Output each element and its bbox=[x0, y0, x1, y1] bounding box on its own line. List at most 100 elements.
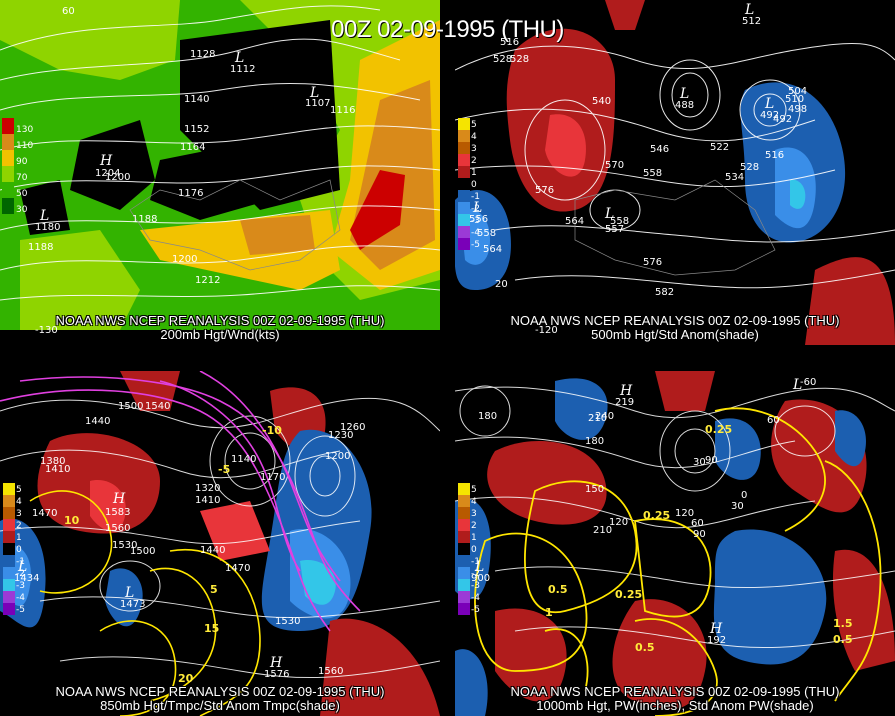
high-center: H bbox=[709, 621, 723, 637]
map-200mb: 1128 1140 1152 1164 1176 1188 1200 1212 … bbox=[0, 0, 440, 345]
pw-contour-label: 0.5 bbox=[635, 641, 655, 654]
contour-label: 1152 bbox=[184, 124, 209, 135]
low-center-value: 557 bbox=[605, 224, 624, 235]
panel-200mb: 1128 1140 1152 1164 1176 1188 1200 1212 … bbox=[0, 0, 440, 345]
low-center-value: 488 bbox=[675, 100, 694, 111]
contour-label: 1500 bbox=[118, 401, 143, 412]
contour-label: 1200 bbox=[325, 451, 350, 462]
contour-label: 90 bbox=[705, 455, 718, 466]
contour-label: 1230 bbox=[328, 430, 353, 441]
contour-label: 1164 bbox=[180, 142, 205, 153]
contour-label: 540 bbox=[592, 96, 611, 107]
panel-source-caption: NOAA NWS NCEP REANALYSIS 00Z 02-09-1995 … bbox=[55, 684, 385, 699]
contour-label: 1320 bbox=[195, 483, 220, 494]
colorbar-label: 1 bbox=[471, 168, 477, 178]
colorbar-850mb bbox=[3, 483, 15, 615]
panel-source-caption: NOAA NWS NCEP REANALYSIS 00Z 02-09-1995 … bbox=[510, 313, 840, 328]
colorbar-label: 3 bbox=[471, 144, 477, 154]
contour-label: 492 bbox=[773, 114, 792, 125]
colorbar-label: 4 bbox=[471, 497, 477, 507]
colorbar-label: 3 bbox=[471, 509, 477, 519]
colorbar-label: -3 bbox=[471, 581, 480, 591]
contour-label: 1140 bbox=[231, 454, 256, 465]
contour-label: 1530 bbox=[112, 540, 137, 551]
contour-label: 528 bbox=[493, 54, 512, 65]
colorbar-label: 50 bbox=[16, 189, 28, 199]
contour-label: 564 bbox=[483, 244, 502, 255]
contour-label: 516 bbox=[500, 37, 519, 48]
colorbar-label: -5 bbox=[471, 240, 480, 250]
pw-contour-label: 1.5 bbox=[833, 617, 853, 630]
contour-label: 516 bbox=[765, 150, 784, 161]
contour-label: 1260 bbox=[340, 422, 365, 433]
contour-label: 1410 bbox=[195, 495, 220, 506]
contour-label: 120 bbox=[675, 508, 694, 519]
low-center-value: 556 bbox=[469, 214, 488, 225]
contour-label: 528 bbox=[740, 162, 759, 173]
map-850mb: 1500 1540 1440 1380 1410 1470 1530 1500 … bbox=[0, 371, 440, 716]
colorbar-1000mb bbox=[458, 483, 470, 615]
low-center-value: 1112 bbox=[230, 64, 255, 75]
map-500mb: 516 528 528 540 570 576 564 558 546 558 … bbox=[455, 0, 895, 345]
low-center-value: 1180 bbox=[35, 222, 60, 233]
high-center-value: 1204 bbox=[95, 168, 120, 179]
contour-label: 1116 bbox=[330, 105, 355, 116]
high-center-value: 1583 bbox=[105, 507, 130, 518]
low-center-value: 900 bbox=[471, 573, 490, 584]
panel-1000mb: 180 210 240 120 90 60 30 0 150 210 180 1… bbox=[455, 371, 895, 716]
contour-label: 1440 bbox=[200, 545, 225, 556]
colorbar-label: -1 bbox=[471, 557, 480, 567]
high-center-value: 1576 bbox=[264, 669, 289, 680]
colorbar-label: 4 bbox=[471, 132, 477, 142]
low-center: L bbox=[309, 85, 319, 101]
contour-label: 240 bbox=[595, 411, 614, 422]
colorbar-label: 5 bbox=[16, 485, 22, 495]
colorbar-label: -5 bbox=[16, 605, 25, 615]
contour-label: 510 bbox=[785, 94, 804, 105]
panel-field-caption: 1000mb Hgt, PW(inches), Std Anom PW(shad… bbox=[536, 698, 814, 713]
low-center: L bbox=[792, 377, 802, 393]
colorbar-label: -2 bbox=[16, 569, 25, 579]
colorbar-label: 2 bbox=[471, 521, 477, 531]
contour-label: 60 bbox=[691, 518, 704, 529]
contour-label: 1200 bbox=[172, 254, 197, 265]
edge-label: 60 bbox=[62, 6, 75, 17]
colorbar-label: 0 bbox=[471, 545, 477, 555]
colorbar-label: 0 bbox=[471, 180, 477, 190]
contour-label: 1200 bbox=[105, 172, 130, 183]
contour-label: 1212 bbox=[195, 275, 220, 286]
colorbar-label: -4 bbox=[16, 593, 25, 603]
low-center: L bbox=[744, 2, 754, 18]
low-center: L bbox=[604, 206, 614, 222]
colorbar-label: 110 bbox=[16, 141, 34, 151]
main-title: 00Z 02-09-1995 (THU) bbox=[331, 16, 564, 43]
contour-label: 1470 bbox=[32, 508, 57, 519]
colorbar-label: 2 bbox=[16, 521, 22, 531]
contour-label: 546 bbox=[650, 144, 669, 155]
contour-label: 180 bbox=[585, 436, 604, 447]
colorbar-500mb bbox=[458, 118, 470, 250]
high-center: H bbox=[112, 491, 126, 507]
pw-contour-label: 0.25 bbox=[615, 588, 642, 601]
colorbar-label: -3 bbox=[471, 216, 480, 226]
contour-label: 1176 bbox=[178, 188, 203, 199]
contour-label: 1128 bbox=[190, 49, 215, 60]
colorbar-label: -5 bbox=[471, 605, 480, 615]
low-center-value: 1473 bbox=[120, 599, 145, 610]
low-center: L bbox=[39, 208, 49, 224]
low-center-value: 492 bbox=[760, 110, 779, 121]
edge-label: -120 bbox=[535, 325, 558, 336]
colorbar-label: -3 bbox=[16, 581, 25, 591]
temp-contour-label: 10 bbox=[64, 514, 80, 527]
temp-contour-label: 15 bbox=[204, 622, 219, 635]
contour-label: 558 bbox=[643, 168, 662, 179]
edge-label: -130 bbox=[35, 325, 58, 336]
contour-label: 1540 bbox=[145, 401, 170, 412]
low-center: L bbox=[679, 86, 689, 102]
contour-label: 1188 bbox=[28, 242, 53, 253]
contour-label: 1560 bbox=[105, 523, 130, 534]
contour-label: 504 bbox=[788, 86, 807, 97]
contour-label: 210 bbox=[593, 525, 612, 536]
contour-label: 1188 bbox=[132, 214, 157, 225]
contour-label: 534 bbox=[725, 172, 744, 183]
